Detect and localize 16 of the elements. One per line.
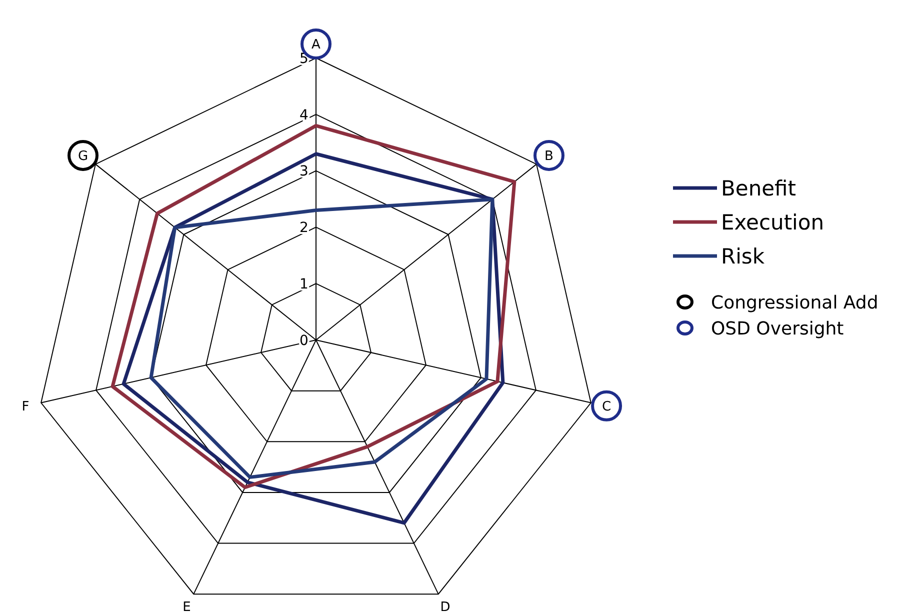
spoke-label: F (22, 399, 30, 414)
text: Congressional Add (711, 292, 878, 314)
y-tick-label: 1 (300, 276, 308, 292)
spoke-label: E (182, 600, 191, 615)
spoke-label: B (544, 148, 554, 164)
spoke-label: D (440, 600, 450, 615)
spoke-label: C (602, 399, 612, 414)
spoke-label: G (78, 148, 88, 164)
y-tick-label: 3 (300, 164, 308, 180)
y-tick-label: 2 (300, 220, 308, 236)
spoke-label: A (312, 38, 321, 53)
y-tick-label: 4 (300, 107, 309, 124)
legend-label: Benefit (721, 176, 796, 200)
legend-label: Risk (721, 244, 766, 268)
legend-label: Execution (721, 210, 824, 234)
text: OSD Oversight (711, 318, 844, 340)
